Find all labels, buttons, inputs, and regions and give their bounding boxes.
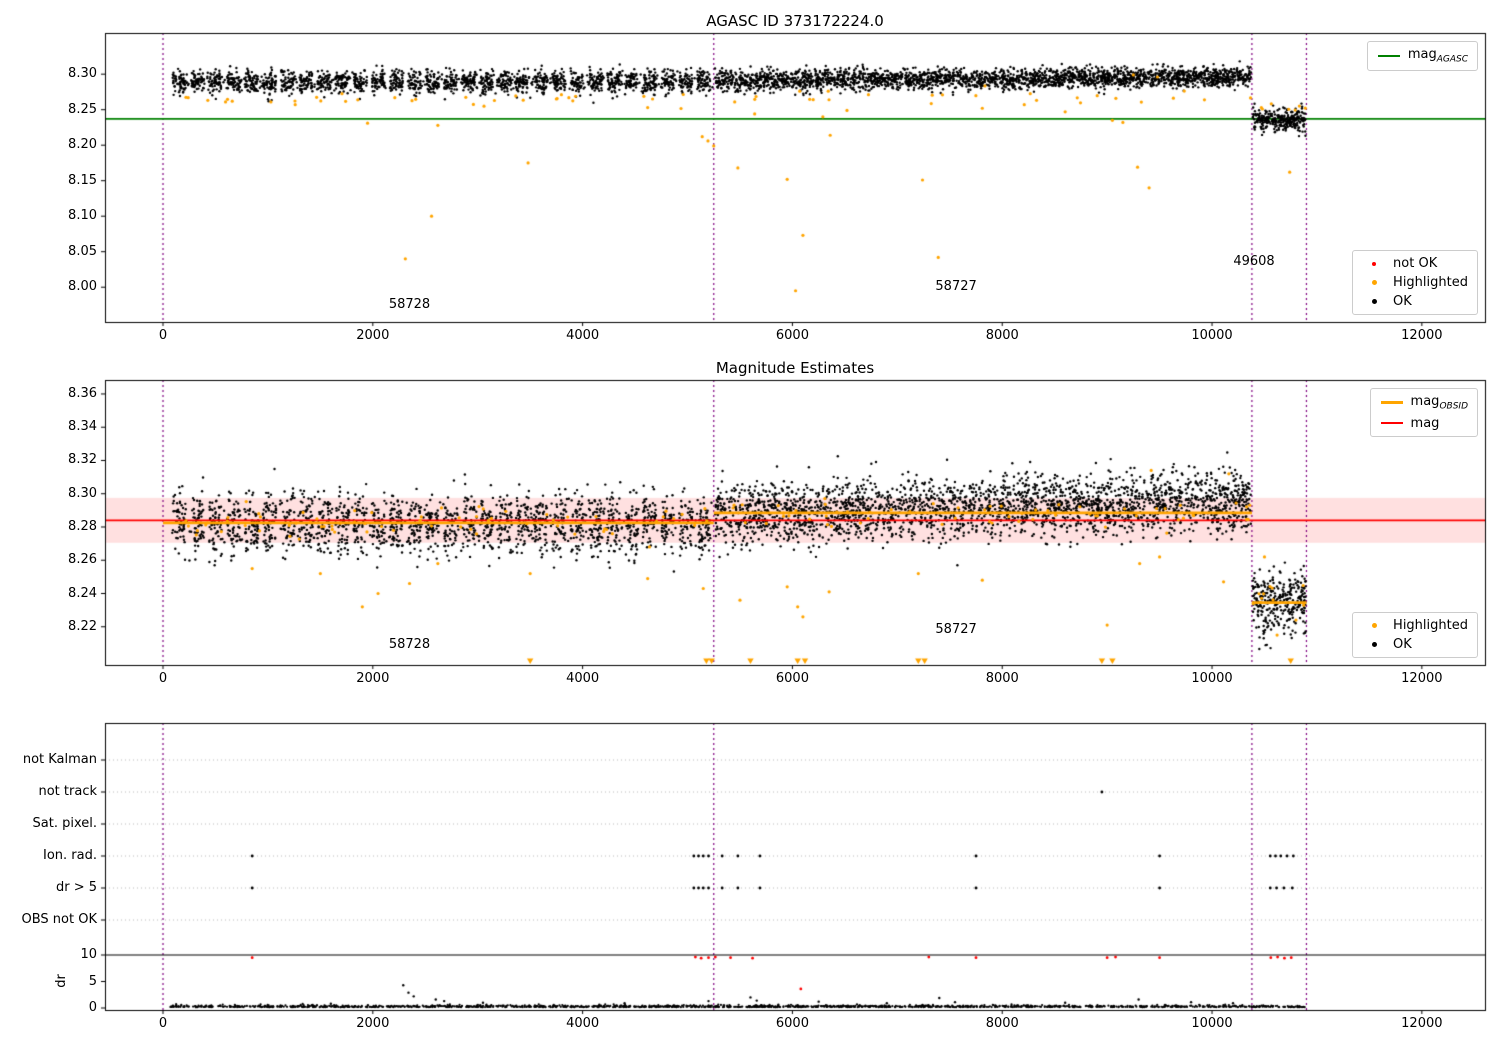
plot1-ytick-8.05: 8.05 — [68, 243, 97, 259]
plot1-legend-magagasc-label-0: magAGASC — [1407, 47, 1468, 65]
plot3-xtick-6000: 6000 — [775, 1016, 809, 1031]
plot1-ytick-8.1: 8.10 — [68, 208, 97, 224]
plot2-legend-markers-label-1: OK — [1393, 637, 1412, 652]
plot2-title: Magnitude Estimates — [715, 359, 875, 377]
plot1-ytick-8.2: 8.20 — [68, 137, 97, 153]
plot3-category-not-track: not track — [38, 784, 97, 799]
plot3-category-ion-rad-: Ion. rad. — [43, 848, 97, 863]
plot3-ylabel-dr: dr — [54, 974, 69, 988]
plot1-legend-markers-label-2: OK — [1393, 294, 1412, 309]
plot2-legend-lines-entry-0: magOBSID — [1380, 394, 1468, 412]
plot1-legend-markers: not OK Highlighted OK — [1352, 250, 1478, 315]
plot1-ytick-8.25: 8.25 — [68, 101, 97, 117]
plot3-xtick-10000: 10000 — [1191, 1016, 1233, 1031]
plot2-ytick-8.24: 8.24 — [68, 585, 97, 601]
plot2-legend-markers-entry-1: OK — [1362, 637, 1468, 652]
plot2-legend-lines-entry-1: mag — [1380, 416, 1468, 431]
plot2-ytick-8.36: 8.36 — [68, 385, 97, 401]
plot3-xtick-0: 0 — [158, 1016, 168, 1031]
plot2-ytick-8.22: 8.22 — [68, 618, 97, 634]
plot1-annotation-58727: 58727 — [935, 279, 977, 295]
plot1-title: AGASC ID 373172224.0 — [706, 12, 884, 30]
plot3-xtick-4000: 4000 — [566, 1016, 600, 1031]
plot2-ytick-8.26: 8.26 — [68, 552, 97, 568]
plot2-xtick-6000: 6000 — [775, 671, 809, 686]
plot2-ytick-8.34: 8.34 — [68, 419, 97, 435]
plot1-ytick-8.3: 8.30 — [68, 66, 97, 82]
plot1-ytick-8: 8.00 — [68, 279, 97, 295]
plot1-xtick-4000: 4000 — [566, 328, 600, 343]
plot3-category-dr-5: dr > 5 — [55, 880, 97, 895]
plot2-xtick-10000: 10000 — [1191, 671, 1233, 686]
plot3-drtick-10: 10 — [80, 947, 97, 962]
plot1-xtick-8000: 8000 — [985, 328, 1019, 343]
plot1-legend-markers-entry-1: Highlighted — [1362, 275, 1468, 290]
plot3-xtick-12000: 12000 — [1401, 1016, 1443, 1031]
plot1-legend-markers-label-1: Highlighted — [1393, 275, 1468, 290]
plot1-xtick-0: 0 — [158, 328, 168, 343]
plot1-ytick-8.15: 8.15 — [68, 172, 97, 188]
plot3-xtick-8000: 8000 — [985, 1016, 1019, 1031]
plot1-legend-markers-marker-0-icon — [1372, 261, 1377, 266]
plot2-xtick-8000: 8000 — [985, 671, 1019, 686]
plot1-legend-markers-marker-2-icon — [1371, 299, 1377, 304]
plot2-ytick-8.28: 8.28 — [68, 518, 97, 534]
plot2-annotation-58727: 58727 — [935, 622, 977, 638]
plot2-legend-lines-label-1: mag — [1410, 415, 1440, 431]
plot2-legend-lines-label-0: magOBSID — [1410, 394, 1468, 412]
plot1-xtick-6000: 6000 — [775, 328, 809, 343]
plot2-legend-markers-marker-1-icon — [1371, 642, 1377, 647]
plot2-xtick-2000: 2000 — [356, 671, 390, 686]
plot1-xtick-12000: 12000 — [1401, 328, 1443, 343]
plot2-legend-lines-marker-0-icon — [1380, 401, 1403, 405]
plot2-legend-lines: magOBSID mag — [1369, 388, 1478, 437]
plot1-xtick-2000: 2000 — [356, 328, 390, 343]
plot3-drtick-0: 0 — [88, 1000, 97, 1015]
plot3-category-obs-not-ok: OBS not OK — [21, 912, 98, 927]
plot1-annotation-58728: 58728 — [388, 296, 431, 312]
plot1-legend-magagasc-marker-0-icon — [1377, 54, 1400, 57]
plot3-category-sat-pixel-: Sat. pixel. — [32, 816, 97, 831]
plot3-xtick-2000: 2000 — [356, 1016, 390, 1031]
plot2-legend-markers-label-0: Highlighted — [1393, 618, 1468, 633]
plot3-drtick-5: 5 — [88, 973, 97, 989]
plot2-xtick-12000: 12000 — [1401, 671, 1443, 686]
plot1-legend-magagasc: magAGASC — [1366, 41, 1478, 71]
plot1-legend-markers-label-0: not OK — [1393, 256, 1438, 271]
plot3-category-not-kalman: not Kalman — [22, 752, 97, 767]
plot2-annotation-58728: 58728 — [388, 637, 431, 653]
plot1-legend-magagasc-entry-0: magAGASC — [1377, 47, 1468, 65]
plot2-legend-markers: Highlighted OK — [1352, 612, 1478, 658]
plot1-annotation-49608: 49608 — [1233, 253, 1275, 269]
plot2-xtick-0: 0 — [158, 671, 168, 686]
plot2-xtick-4000: 4000 — [566, 671, 600, 686]
plot1-legend-markers-marker-1-icon — [1371, 280, 1377, 285]
plot1-legend-markers-entry-2: OK — [1362, 294, 1468, 309]
plot1-legend-markers-entry-0: not OK — [1362, 256, 1468, 271]
plot2-legend-markers-entry-0: Highlighted — [1362, 618, 1468, 633]
plot2-ytick-8.32: 8.32 — [68, 452, 97, 468]
plot2-legend-lines-marker-1-icon — [1380, 422, 1403, 425]
plot1-xtick-10000: 10000 — [1191, 328, 1233, 343]
plot2-ytick-8.3: 8.30 — [68, 485, 97, 501]
plot2-legend-markers-marker-0-icon — [1371, 623, 1377, 628]
